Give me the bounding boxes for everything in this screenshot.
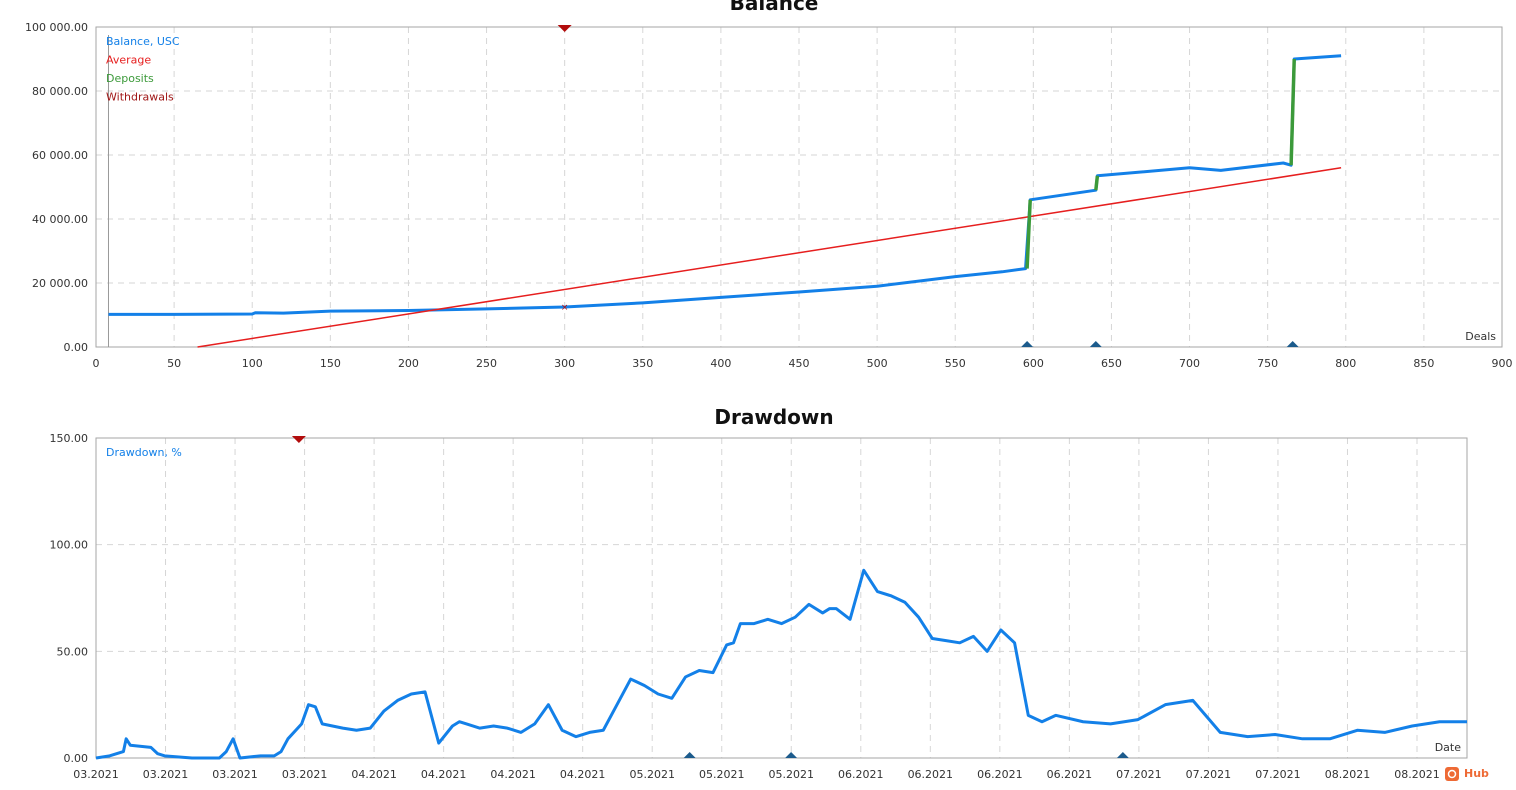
balance-legend-entry: Balance, USC (106, 35, 180, 48)
drawdown-x-tick-label: 07.2021 (1186, 768, 1232, 781)
balance-legend-entry: Average (106, 54, 151, 67)
balance-x-tick-label: 50 (167, 357, 181, 370)
watermark-logo-icon (1445, 767, 1459, 781)
withdrawal-marker-icon (291, 436, 306, 443)
balance-x-tick-label: 500 (867, 357, 888, 370)
balance-x-tick-label: 900 (1492, 357, 1513, 370)
drawdown-chart-title: Drawdown (714, 405, 833, 429)
balance-y-tick-label: 40 000.00 (32, 213, 88, 226)
deposit-marker-icon (1116, 752, 1129, 758)
balance-y-tick-label: 20 000.00 (32, 277, 88, 290)
drawdown-x-tick-label: 05.2021 (769, 768, 815, 781)
deposit-marker-icon (1021, 341, 1034, 347)
drawdown-x-tick-label: 03.2021 (212, 768, 258, 781)
drawdown-y-tick-label: 0.00 (64, 752, 89, 765)
balance-x-tick-label: 300 (554, 357, 575, 370)
deposit-marker-icon (1286, 341, 1299, 347)
drawdown-x-tick-label: 06.2021 (838, 768, 884, 781)
drawdown-x-tick-label: 03.2021 (143, 768, 189, 781)
balance-x-tick-label: 650 (1101, 357, 1122, 370)
balance-x-tick-label: 450 (789, 357, 810, 370)
balance-x-tick-label: 0 (93, 357, 100, 370)
deposit-marker-icon (683, 752, 696, 758)
balance-x-tick-label: 600 (1023, 357, 1044, 370)
drawdown-y-tick-label: 50.00 (57, 645, 89, 658)
balance-x-tick-label: 200 (398, 357, 419, 370)
deposit-marker-icon (785, 752, 798, 758)
withdrawal-marker-icon (557, 25, 572, 32)
drawdown-series-line (95, 568, 1467, 760)
drawdown-x-axis-label: Date (1435, 741, 1462, 754)
balance-x-tick-label: 750 (1257, 357, 1278, 370)
balance-x-tick-label: 150 (320, 357, 341, 370)
drawdown-chart: Drawdown 03.2021 03.2021 03.2021 03.2021 04.… (50, 405, 1468, 781)
drawdown-x-tick-label: 08.2021 (1325, 768, 1371, 781)
balance-legend-entry: Withdrawals (106, 91, 174, 104)
balance-x-tick-label: 850 (1413, 357, 1434, 370)
drawdown-x-tick-label: 04.2021 (421, 768, 467, 781)
drawdown-plot-frame (95, 437, 1468, 759)
drawdown-x-tick-label: 06.2021 (1047, 768, 1093, 781)
drawdown-x-tick-label: 04.2021 (560, 768, 606, 781)
balance-chart: Balance 0 50 100 150 200 250 300 350 400 450 500 55… (25, 0, 1513, 370)
balance-chart-title: Balance (730, 0, 819, 15)
withdrawal-point-icon: × (561, 303, 569, 313)
drawdown-legend-entry: Drawdown, % (106, 446, 182, 459)
watermark-text: Hub (1464, 767, 1489, 780)
deposit-marker-icon (1089, 341, 1102, 347)
drawdown-x-tick-label: 03.2021 (73, 768, 119, 781)
balance-y-tick-label: 0.00 (64, 341, 89, 354)
deposit-series-segment (1025, 199, 1032, 269)
drawdown-x-tick-label: 07.2021 (1255, 768, 1301, 781)
balance-x-axis-label: Deals (1465, 330, 1496, 343)
drawdown-x-tick-label: 07.2021 (1116, 768, 1162, 781)
drawdown-x-tick-label: 05.2021 (629, 768, 675, 781)
deposit-series-segment (1289, 58, 1296, 166)
balance-x-tick-label: 350 (632, 357, 653, 370)
balance-y-tick-label: 60 000.00 (32, 149, 88, 162)
average-series-line (197, 167, 1342, 348)
balance-plot-frame (95, 26, 1503, 348)
drawdown-x-tick-label: 04.2021 (490, 768, 536, 781)
drawdown-y-tick-label: 150.00 (50, 432, 89, 445)
drawdown-y-tick-label: 100.00 (50, 539, 89, 552)
balance-series-line (108, 54, 1342, 316)
balance-x-tick-label: 400 (710, 357, 731, 370)
drawdown-x-tick-label: 03.2021 (282, 768, 328, 781)
drawdown-x-tick-label: 06.2021 (908, 768, 954, 781)
balance-x-tick-label: 550 (945, 357, 966, 370)
balance-y-tick-label: 80 000.00 (32, 85, 88, 98)
drawdown-x-tick-label: 04.2021 (351, 768, 397, 781)
balance-y-tick-label: 100 000.00 (25, 21, 88, 34)
drawdown-x-tick-label: 08.2021 (1394, 768, 1440, 781)
drawdown-x-tick-label: 05.2021 (699, 768, 745, 781)
watermark: Hub (1444, 765, 1514, 783)
drawdown-x-tick-label: 06.2021 (977, 768, 1023, 781)
balance-x-tick-label: 800 (1335, 357, 1356, 370)
deposit-series-segment (1094, 175, 1100, 191)
balance-legend-entry: Deposits (106, 72, 154, 85)
balance-x-tick-label: 250 (476, 357, 497, 370)
balance-x-tick-label: 100 (242, 357, 263, 370)
balance-x-tick-label: 700 (1179, 357, 1200, 370)
